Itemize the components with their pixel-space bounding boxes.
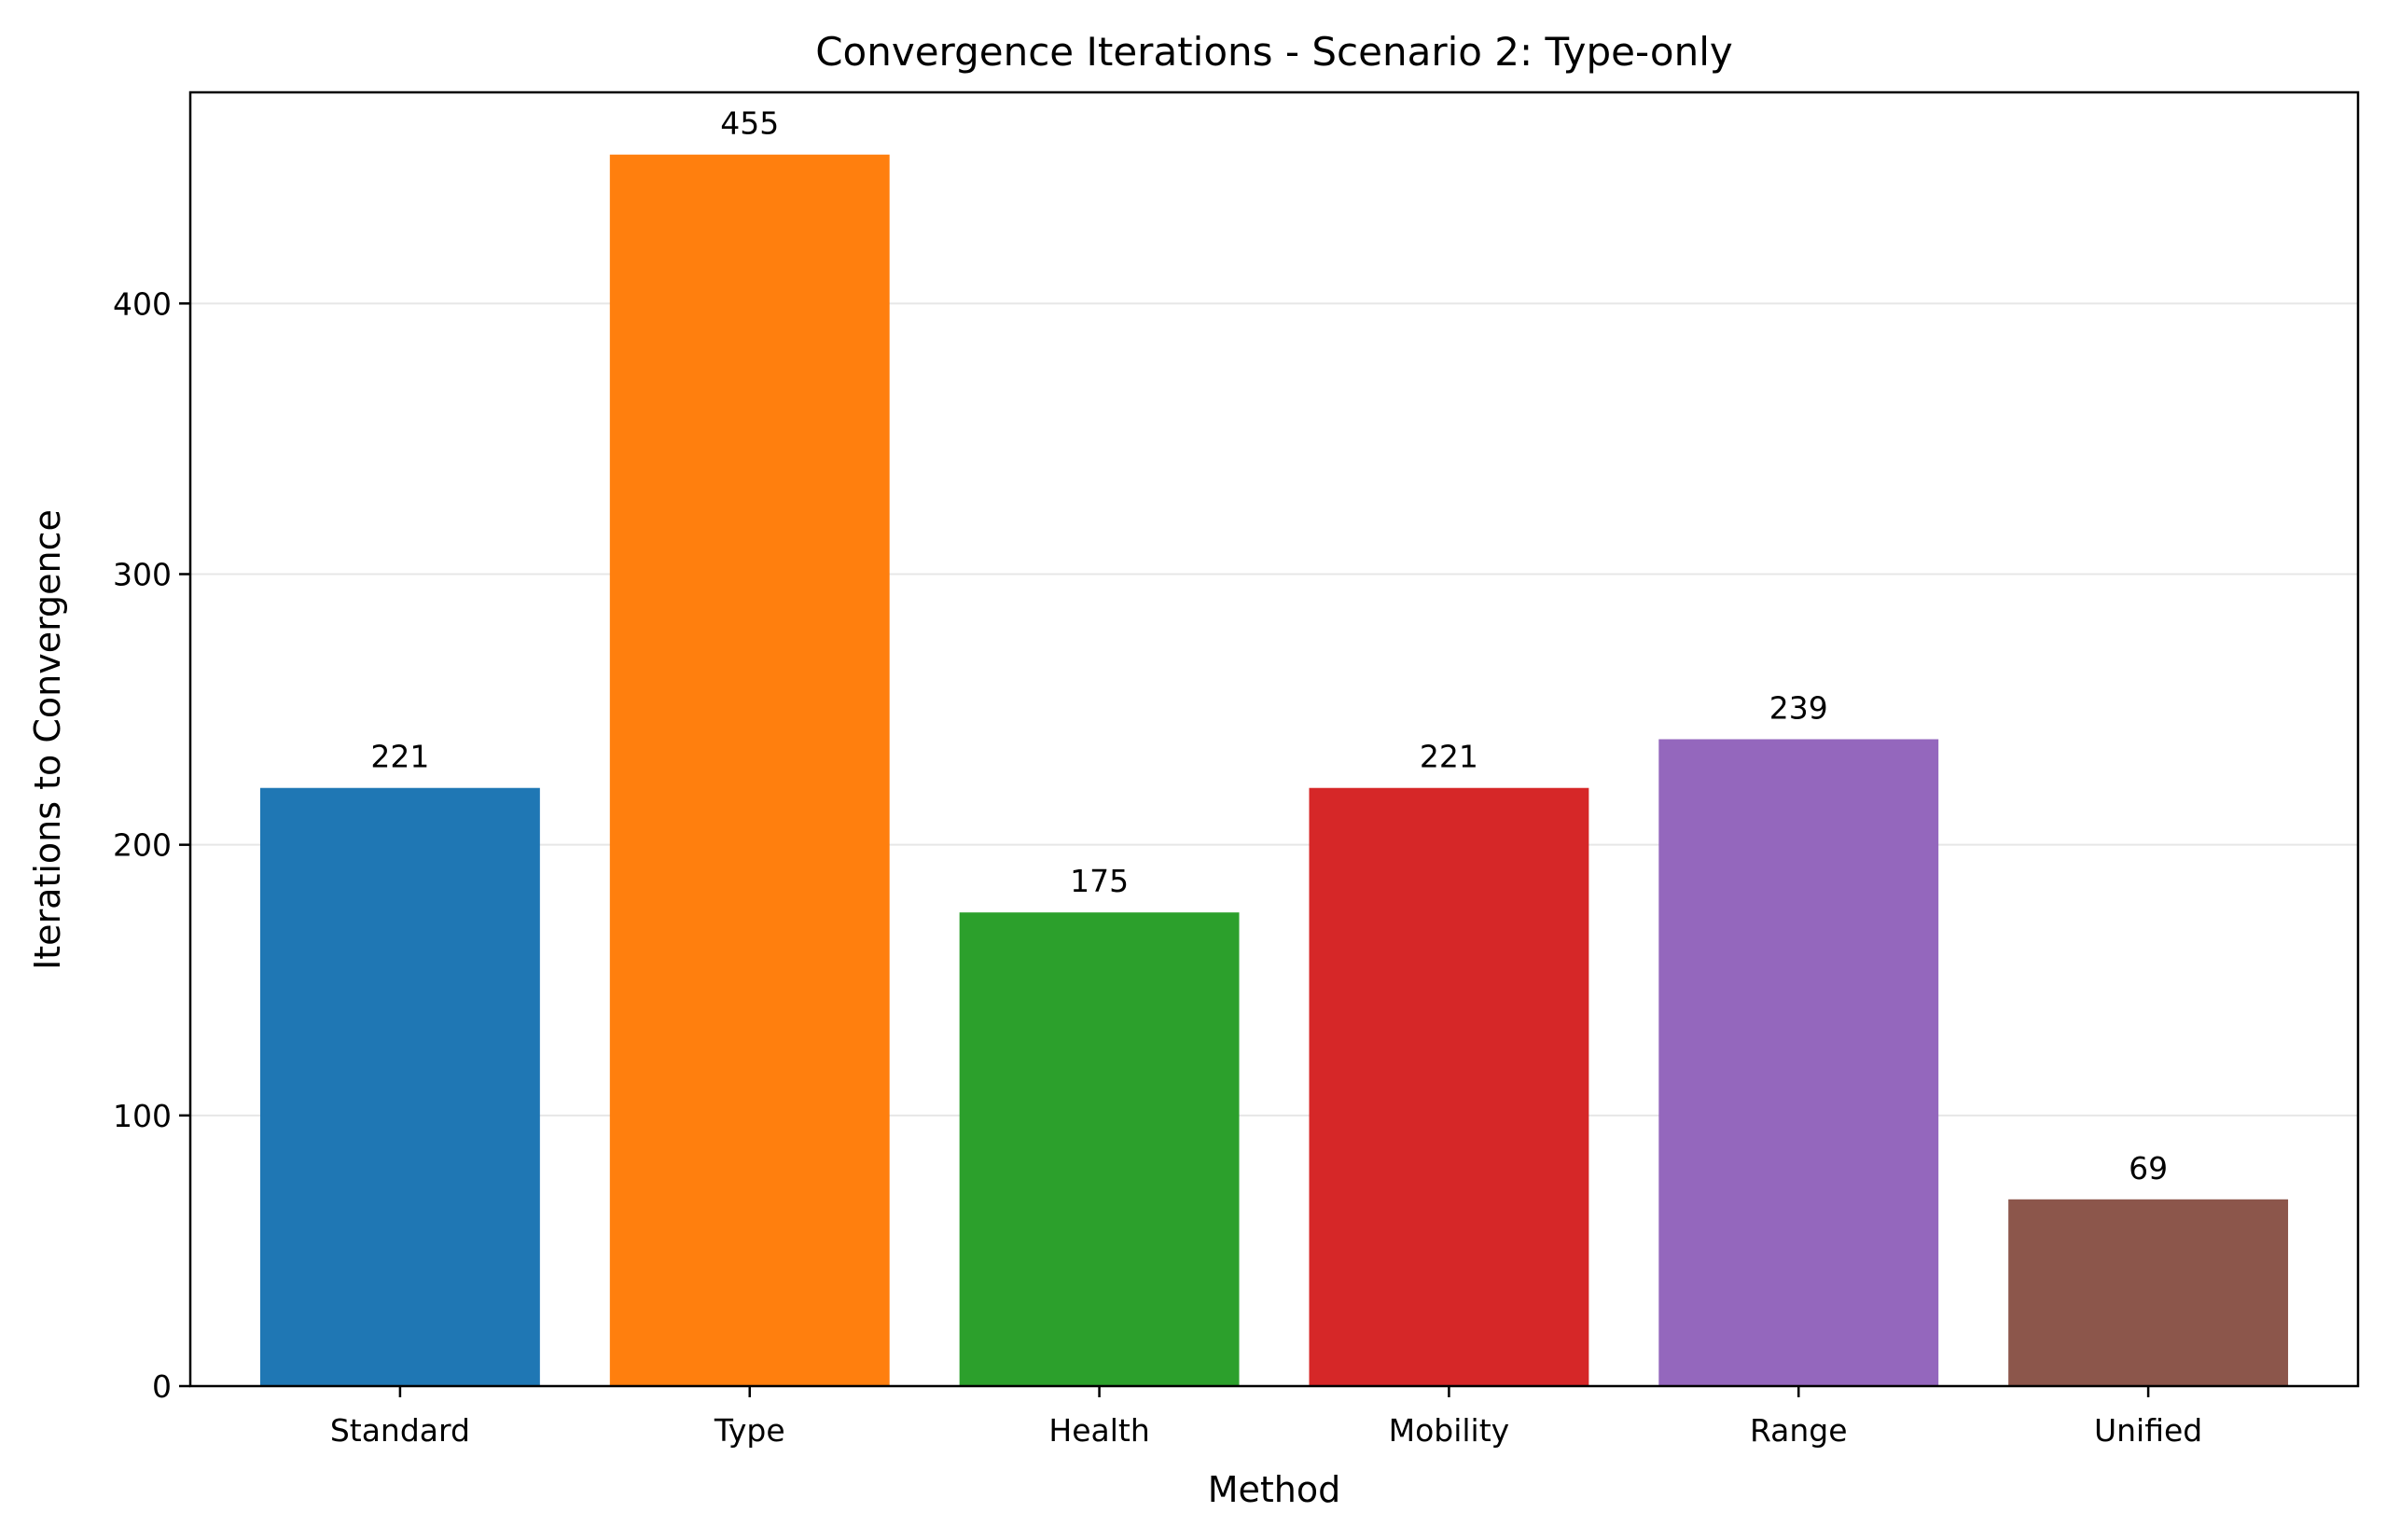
x-tick-label-health: Health [1048, 1412, 1149, 1449]
y-tick-label: 0 [152, 1368, 172, 1405]
y-tick-label: 200 [113, 827, 172, 864]
data-label-unified: 69 [2129, 1150, 2168, 1186]
y-tick-label: 300 [113, 556, 172, 592]
data-label-type: 455 [720, 105, 779, 142]
x-tick-label-range: Range [1750, 1412, 1848, 1449]
chart-title: Convergence Iterations - Scenario 2: Typ… [815, 29, 1733, 75]
plot-frame [188, 90, 2360, 1388]
y-tick-label: 100 [113, 1098, 172, 1134]
x-axis-ticks: Standard Type Health Mobility Range Unified [330, 1386, 2202, 1449]
bar-mobility [1309, 787, 1589, 1386]
x-tick-label-mobility: Mobility [1389, 1412, 1510, 1449]
y-axis-label: Iterations to Convergence [27, 509, 68, 970]
bar-range [1658, 739, 1939, 1386]
bars [259, 154, 2289, 1386]
grid-lines [190, 302, 2358, 1117]
data-label-health: 175 [1070, 863, 1129, 899]
y-tick-label: 400 [113, 285, 172, 322]
x-tick-label-standard: Standard [330, 1412, 470, 1449]
x-tick-label-unified: Unified [2094, 1412, 2202, 1449]
data-label-standard: 221 [370, 739, 429, 775]
y-axis-ticks: 0 100 200 300 400 [113, 285, 190, 1405]
bar-unified [2008, 1199, 2289, 1386]
x-tick-label-type: Type [714, 1412, 785, 1449]
bar-standard [259, 787, 540, 1386]
bar-type [609, 154, 890, 1386]
data-label-range: 239 [1769, 690, 1828, 727]
bar-health [959, 912, 1240, 1386]
x-axis-label: Method [1208, 1469, 1341, 1510]
data-labels: 221 455 175 221 239 69 [370, 105, 2168, 1186]
data-label-mobility: 221 [1420, 739, 1478, 775]
